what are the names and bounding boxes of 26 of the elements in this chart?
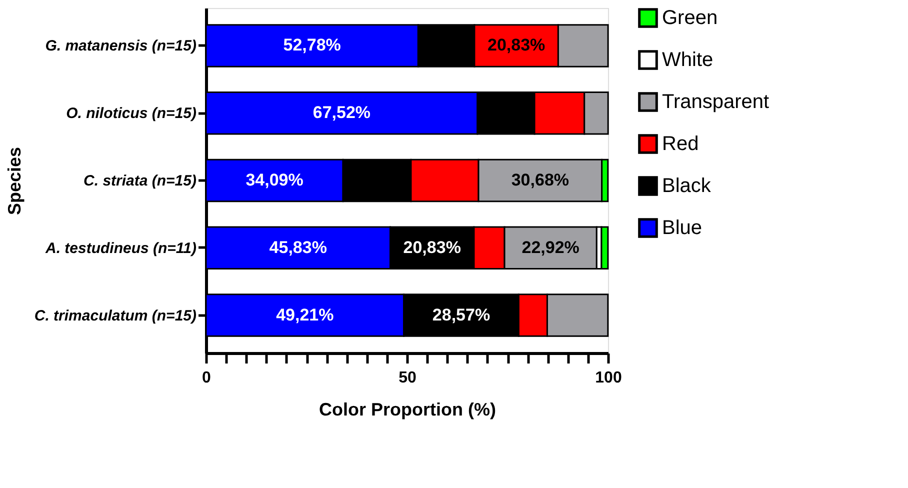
y-tick-label: A. testudineus (n=11) [44,240,196,257]
data-label: 30,68% [511,170,570,190]
x-tick-label: 100 [595,370,622,386]
data-label: 28,57% [432,305,490,324]
legend-label: Black [662,175,712,197]
y-tick-label: O. niloticus (n=15) [66,105,197,122]
y-tick-label: C. trimaculatum (n=15) [34,307,196,324]
data-label: 49,21% [276,305,334,324]
legend-label: Green [662,7,718,29]
legend-label: White [662,49,714,71]
legend-label: Blue [662,217,702,239]
data-label: 20,83% [487,36,546,55]
data-label: 45,83% [269,238,327,257]
data-label: 34,09% [246,170,304,190]
x-tick-label: 0 [202,370,212,386]
data-label: 52,78% [283,36,341,55]
data-label: 22,92% [522,238,580,257]
y-tick-label: C. striata (n=15) [84,172,196,190]
y-tick-label: G. matanensis (n=15) [45,38,196,55]
x-tick-label: 50 [398,370,416,386]
y-axis-title: Species [4,146,24,216]
data-label: 20,83% [403,238,461,257]
legend-label: Transparent [662,91,770,113]
data-label: 67,52% [312,103,371,122]
x-axis-title: Color Proportion (%) [319,400,496,420]
legend-label: Red [662,133,699,155]
